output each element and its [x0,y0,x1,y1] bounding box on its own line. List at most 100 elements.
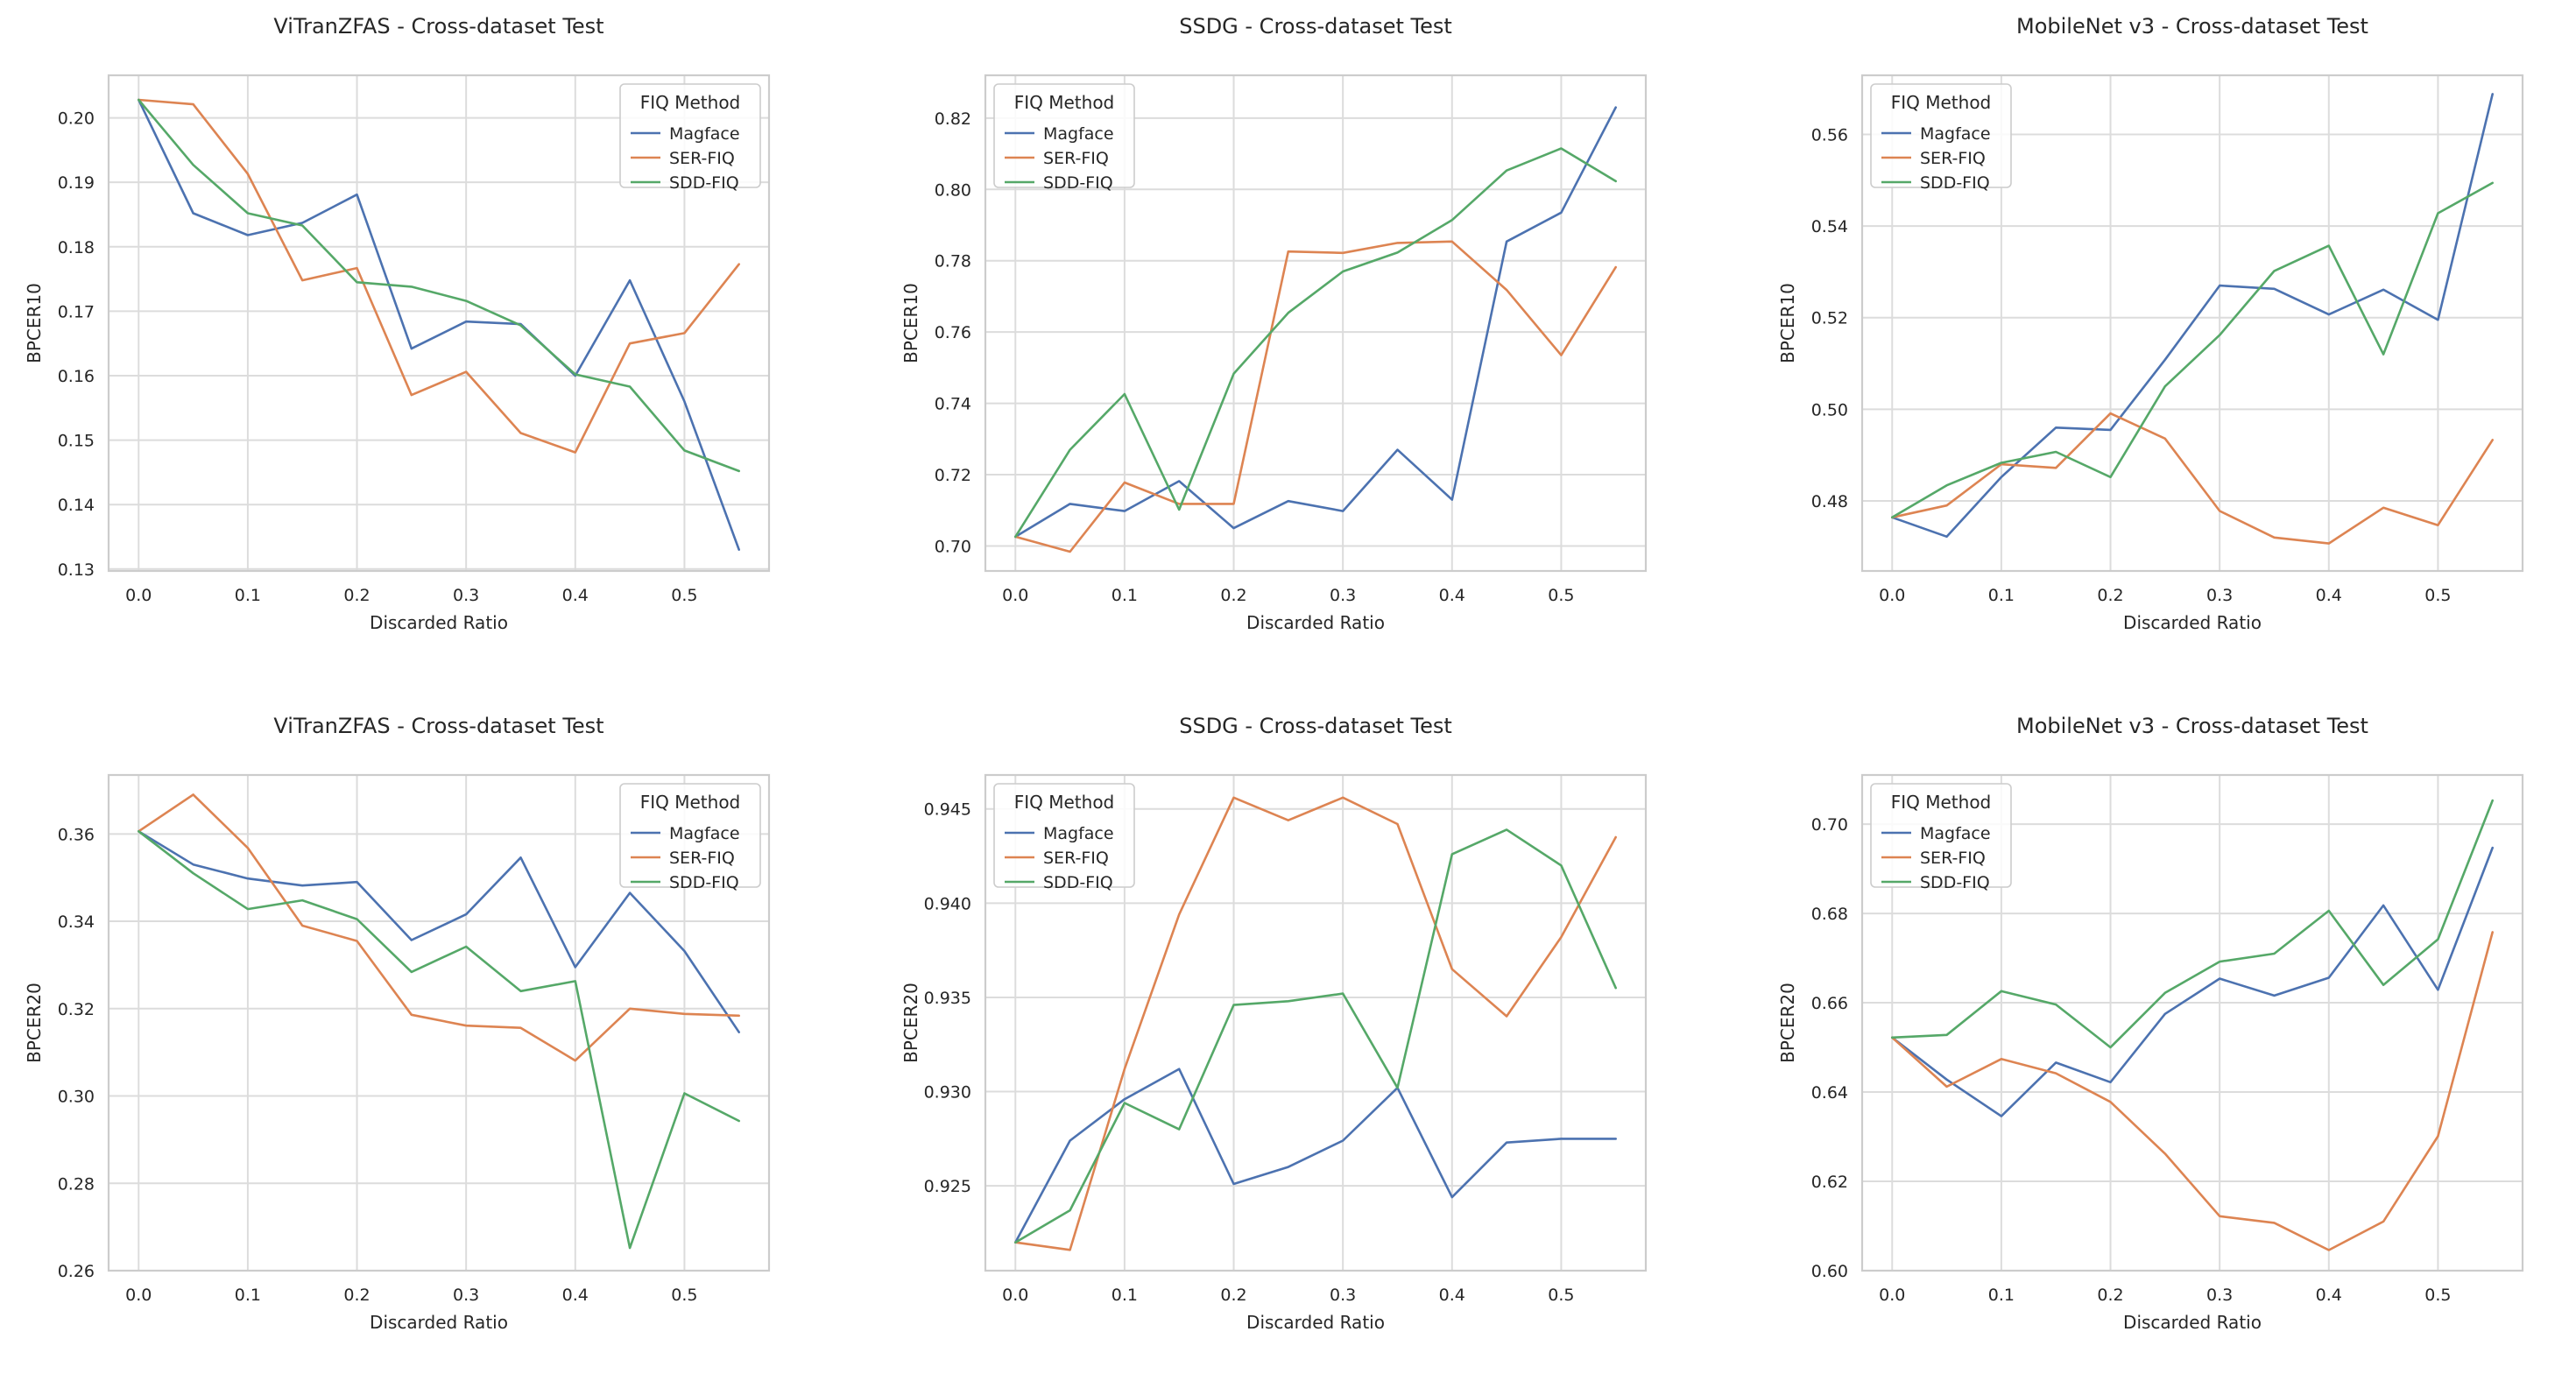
chart-title: SSDG - Cross-dataset Test [1179,14,1452,39]
legend-entry: SER-FIQ [1920,849,1986,868]
x-tick-label: 0.1 [1112,1286,1138,1305]
x-tick-label: 0.2 [1220,586,1246,605]
legend-entry: SER-FIQ [1043,849,1109,868]
axes-frame [1860,74,2524,573]
legend-title: FIQ Method [1891,792,1992,813]
legend-entry: SDD-FIQ [1043,873,1113,892]
axes-frame [107,773,771,1272]
x-tick-label: 0.5 [2424,1286,2451,1305]
legend-title: FIQ Method [1014,92,1115,113]
series-line-ser-fiq [1014,796,1617,1251]
legend-entry: Magface [1920,824,1991,843]
axes-frame [107,74,771,573]
y-tick-label: 0.925 [924,1177,971,1196]
x-tick-label: 0.0 [1879,586,1905,605]
series-line-ser-fiq [138,793,741,1062]
y-tick-label: 0.64 [1811,1083,1848,1103]
x-tick-label: 0.3 [1330,586,1356,605]
x-tick-label: 0.4 [1439,1286,1465,1305]
legend-box [993,783,1135,888]
y-tick-label: 0.28 [58,1174,95,1194]
legend-entry: SDD-FIQ [669,173,739,193]
series-line-sdd-fiq [1014,828,1617,1244]
y-tick-label: 0.18 [58,238,95,257]
y-tick-label: 0.15 [58,432,95,451]
x-axis-label: Discarded Ratio [1246,612,1385,633]
y-tick-label: 0.930 [924,1083,971,1103]
y-tick-label: 0.34 [58,912,95,932]
x-tick-label: 0.2 [343,1286,370,1305]
y-tick-label: 0.68 [1811,905,1848,924]
y-tick-label: 0.72 [935,466,971,485]
x-tick-label: 0.0 [1879,1286,1905,1305]
series-line-sdd-fiq [1891,799,2494,1049]
y-tick-label: 0.30 [58,1088,95,1107]
legend-entry: Magface [1920,124,1991,144]
y-tick-label: 0.70 [1811,815,1848,835]
legend-entry: SDD-FIQ [1043,173,1113,193]
chart-title: MobileNet v3 - Cross-dataset Test [2016,714,2368,738]
legend-box [993,83,1135,188]
x-tick-label: 0.1 [1988,586,2015,605]
y-tick-label: 0.62 [1811,1173,1848,1192]
x-axis-label: Discarded Ratio [2123,612,2262,633]
y-tick-label: 0.82 [935,109,971,129]
y-axis-label: BPCER20 [1777,983,1798,1063]
legend-entry: SDD-FIQ [1920,873,1990,892]
x-tick-label: 0.5 [1548,1286,1574,1305]
y-axis-label: BPCER20 [900,983,921,1063]
y-tick-label: 0.13 [58,560,95,580]
series-line-sdd-fiq [138,98,741,473]
y-tick-label: 0.940 [924,894,971,913]
chart-title: ViTranZFAS - Cross-dataset Test [273,714,603,738]
y-tick-label: 0.50 [1811,400,1848,419]
x-tick-label: 0.2 [343,586,370,605]
y-tick-label: 0.19 [58,173,95,193]
y-tick-label: 0.20 [58,109,95,129]
y-tick-label: 0.17 [58,302,95,321]
legend-box [1870,783,2012,888]
legend-title: FIQ Method [1891,92,1992,113]
series-line-magface [138,829,741,1033]
x-tick-label: 0.3 [2206,1286,2233,1305]
legend-title: FIQ Method [1014,792,1115,813]
x-tick-label: 0.4 [562,1286,589,1305]
legend-box [619,783,761,888]
y-axis-label: BPCER10 [1777,283,1798,363]
y-axis-label: BPCER10 [900,283,921,363]
legend: FIQ Method Magface SER-FIQ SDD-FIQ [993,83,1135,193]
series-line-magface [1014,106,1617,539]
x-tick-label: 0.2 [1220,1286,1246,1305]
x-tick-label: 0.3 [453,1286,479,1305]
y-tick-label: 0.54 [1811,217,1848,236]
y-tick-label: 0.78 [935,252,971,271]
legend-entry: SER-FIQ [669,149,735,168]
series-line-magface [138,98,741,552]
x-axis-label: Discarded Ratio [370,612,508,633]
chart-panel-4: 0.0 0.1 0.2 0.3 0.4 0.5 0.925 0.930 0.935 0.940 0.… [900,714,1648,1333]
chart-panel-0: 0.0 0.1 0.2 0.3 0.4 0.5 0.13 0.14 0.15 0.16 0.17 0.… [24,14,771,633]
y-tick-label: 0.26 [58,1262,95,1281]
y-tick-label: 0.76 [935,323,971,342]
y-tick-label: 0.14 [58,496,95,515]
y-tick-label: 0.66 [1811,994,1848,1013]
x-tick-label: 0.5 [671,586,697,605]
x-tick-label: 0.0 [125,1286,152,1305]
y-tick-label: 0.36 [58,825,95,844]
legend-box [619,83,761,188]
x-axis-label: Discarded Ratio [370,1312,508,1333]
chart-panel-5: 0.0 0.1 0.2 0.3 0.4 0.5 0.60 0.62 0.64 0.66 0.68 0.… [1777,714,2524,1333]
series-line-sdd-fiq [1014,147,1617,539]
x-tick-label: 0.4 [1439,586,1465,605]
y-tick-label: 0.60 [1811,1262,1848,1281]
series-line-magface [1891,93,2494,539]
x-tick-label: 0.5 [1548,586,1574,605]
x-tick-label: 0.1 [235,1286,261,1305]
y-tick-label: 0.16 [58,367,95,386]
legend-entry: Magface [669,824,740,843]
series-line-magface [1891,846,2494,1117]
series-line-magface [1014,1067,1617,1244]
series-line-sdd-fiq [138,829,741,1250]
x-tick-label: 0.5 [2424,586,2451,605]
